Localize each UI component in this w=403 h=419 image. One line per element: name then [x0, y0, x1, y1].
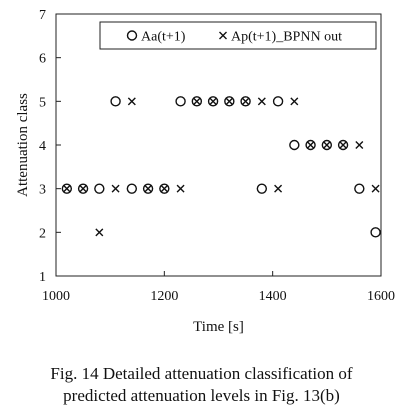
data-point-aa [321, 139, 333, 151]
legend: Aa(t+1) Ap(t+1)_BPNN out [99, 21, 377, 50]
figure-caption-line-2: predicted attenuation levels in Fig. 13(… [63, 386, 340, 405]
data-point-aa [77, 183, 89, 194]
y-tick-label: 4 [39, 139, 46, 154]
x-tick-label: 1200 [150, 289, 178, 304]
data-point-aa [354, 183, 365, 194]
data-point-ap [274, 184, 283, 193]
data-point-aa [240, 96, 251, 107]
data-point-ap [290, 97, 299, 106]
data-point-ap [95, 228, 104, 237]
data-point-aa [126, 183, 138, 194]
data-point-aa [256, 183, 268, 194]
data-point-aa [159, 183, 170, 194]
data-point-ap [371, 184, 380, 193]
data-point-aa [370, 227, 381, 238]
y-axis-label: Attenuation class [15, 93, 31, 197]
data-point-aa [289, 139, 300, 151]
data-point-aa [337, 139, 349, 151]
data-point-ap [225, 97, 234, 106]
data-point-ap [339, 141, 348, 149]
y-tick-label: 5 [39, 95, 46, 110]
data-point-ap [209, 97, 218, 106]
legend-circle-marker [126, 30, 138, 41]
data-point-aa [191, 96, 203, 107]
y-tick-label: 3 [39, 183, 46, 198]
data-point-ap [322, 141, 331, 149]
data-point-ap [144, 184, 153, 193]
data-point-ap [192, 97, 201, 106]
data-point-aa [142, 183, 154, 194]
legend-label-aa: Aa(t+1) [141, 30, 186, 45]
data-point-ap [257, 97, 266, 106]
data-point-ap [111, 184, 120, 193]
y-tick-label: 2 [39, 226, 46, 241]
x-tick-label: 1000 [42, 289, 70, 304]
data-point-ap [306, 141, 315, 149]
legend-label-ap: Ap(t+1)_BPNN out [231, 30, 342, 45]
x-tick-label: 1600 [367, 289, 395, 304]
data-marks [61, 96, 381, 238]
data-point-aa [305, 139, 316, 151]
data-point-aa [110, 96, 121, 107]
y-tick-label: 1 [39, 270, 46, 285]
axis-ticks: 1 2 3 4 5 6 7 1000 1200 1400 1600 [39, 8, 395, 304]
x-axis-label: Time [s] [193, 319, 244, 335]
data-point-aa [175, 96, 186, 107]
x-tick-label: 1400 [259, 289, 287, 304]
data-point-aa [272, 96, 284, 107]
data-point-ap [176, 184, 185, 193]
data-point-ap [62, 184, 71, 193]
legend-box [99, 21, 377, 50]
data-point-aa [224, 96, 235, 107]
data-point-aa [94, 183, 105, 194]
y-tick-label: 7 [39, 8, 46, 23]
scatter-chart: 1 2 3 4 5 6 7 1000 1200 1400 1600 Aa(t+1) Ap(t+1)_… [15, 8, 395, 335]
legend-x-marker [219, 31, 227, 40]
data-point-aa [207, 96, 219, 107]
y-tick-label: 6 [39, 52, 46, 67]
plot-frame [55, 13, 382, 277]
data-point-ap [127, 97, 136, 106]
data-point-aa [61, 183, 73, 194]
data-point-ap [241, 97, 250, 106]
data-point-ap [160, 184, 169, 193]
figure-caption-line-1: Fig. 14 Detailed attenuation classificat… [50, 364, 353, 383]
legend-x-mark [219, 31, 227, 40]
data-point-ap [79, 184, 88, 193]
data-point-ap [355, 141, 364, 149]
